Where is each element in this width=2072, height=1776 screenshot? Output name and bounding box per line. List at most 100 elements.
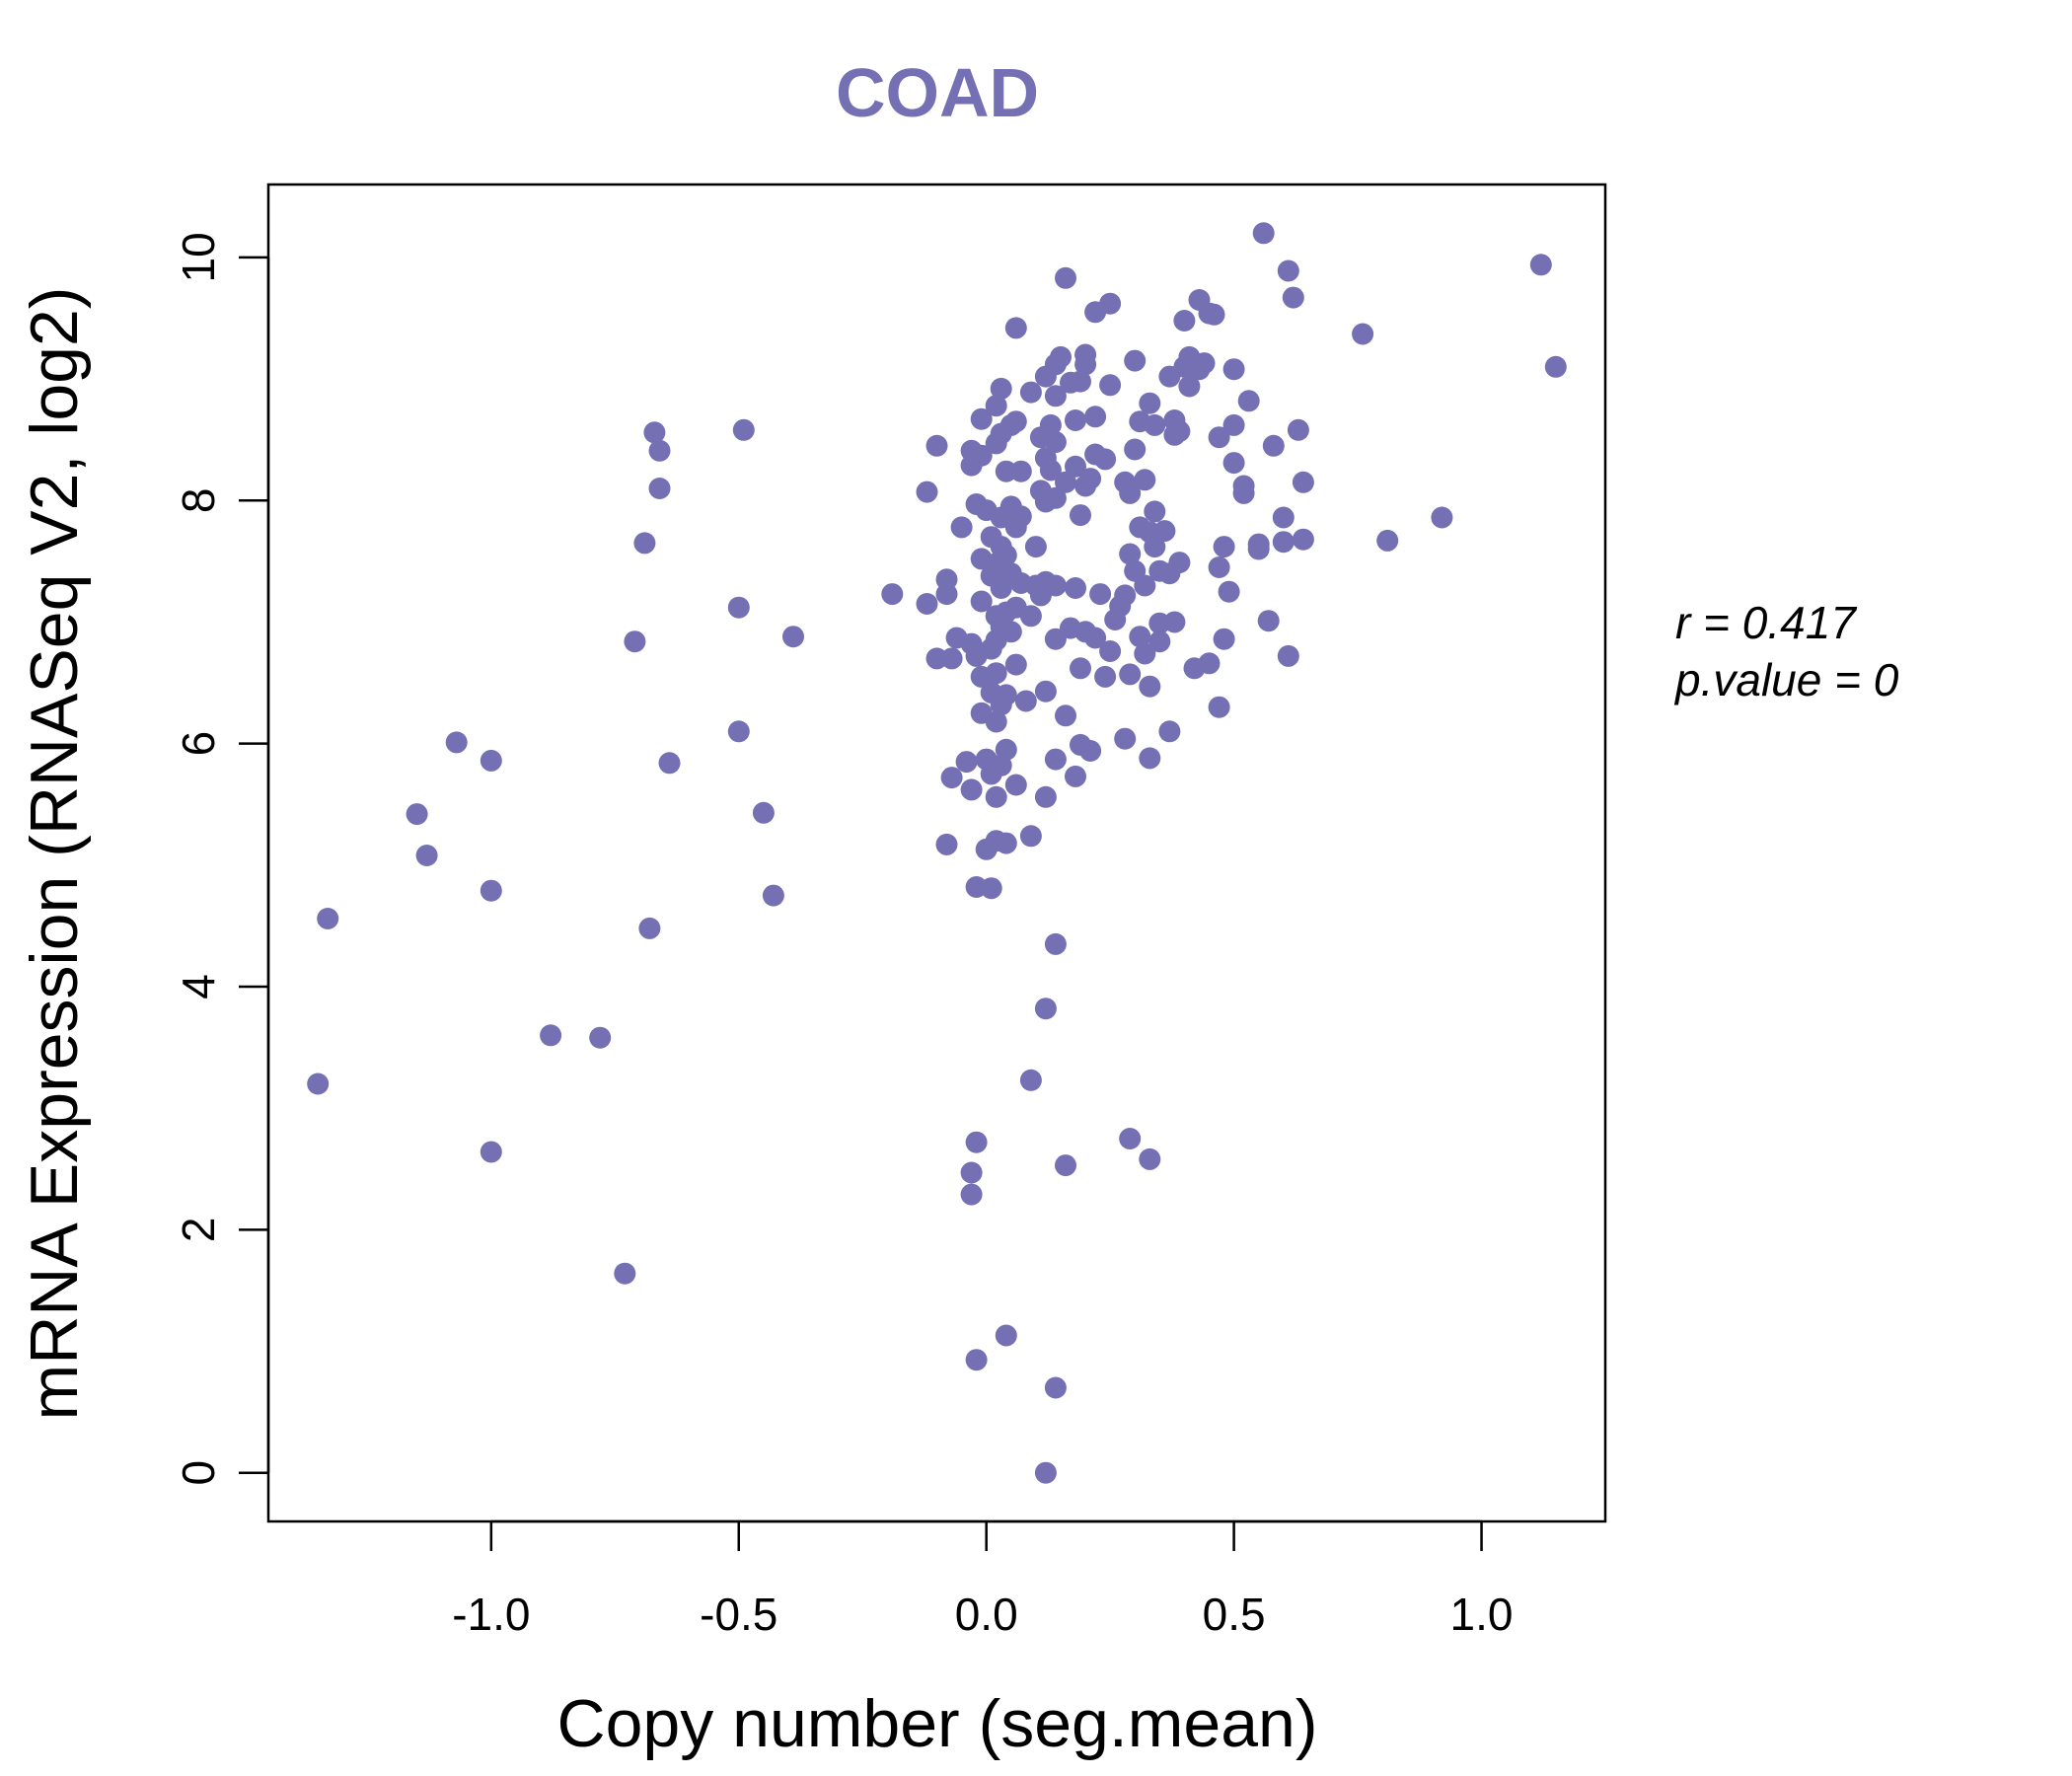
- scatter-point: [1148, 630, 1171, 653]
- scatter-point: [1257, 610, 1280, 632]
- scatter-point: [1119, 663, 1142, 686]
- scatter-point: [1153, 520, 1176, 543]
- scatter-point: [1163, 611, 1186, 633]
- scatter-point: [1213, 628, 1235, 650]
- scatter-point: [1544, 355, 1567, 378]
- scatter-point: [1044, 574, 1067, 597]
- scatter-point: [995, 684, 1017, 706]
- scatter-point: [1282, 286, 1304, 309]
- y-tick-label: 8: [173, 487, 224, 513]
- scatter-point: [1079, 468, 1102, 490]
- scatter-point: [1019, 605, 1042, 628]
- scatter-point: [1034, 680, 1057, 703]
- scatter-point: [1009, 505, 1032, 528]
- scatter-point: [1065, 409, 1086, 431]
- scatter-point: [1094, 665, 1117, 688]
- x-axis-label: Copy number (seg.mean): [556, 1686, 1317, 1761]
- scatter-point: [1431, 506, 1453, 529]
- scatter-point: [1039, 413, 1062, 436]
- scatter-point: [643, 421, 666, 444]
- scatter-point: [648, 439, 671, 462]
- scatter-point: [1070, 657, 1091, 680]
- x-tick-label: -1.0: [452, 1589, 530, 1640]
- chart-title: COAD: [836, 54, 1039, 131]
- scatter-point: [935, 583, 958, 606]
- y-tick-label: 6: [173, 731, 224, 757]
- scatter-point: [317, 908, 339, 929]
- y-tick-label: 4: [173, 974, 224, 999]
- scatter-point: [1004, 317, 1027, 339]
- scatter-point: [614, 1262, 636, 1285]
- scatter-point: [1292, 528, 1314, 551]
- x-tick-label: 0.0: [955, 1589, 1018, 1640]
- scatter-point: [1193, 352, 1216, 375]
- scatter-point: [1004, 774, 1027, 796]
- scatter-point: [1529, 254, 1552, 276]
- scatter-point: [995, 832, 1017, 854]
- scatter-point: [1247, 538, 1270, 560]
- scatter-point: [648, 478, 671, 499]
- scatter-point: [1044, 431, 1067, 454]
- scatter-point: [445, 731, 468, 754]
- scatter-point: [727, 720, 750, 743]
- scatter-point: [415, 845, 438, 866]
- scatter-point: [1099, 292, 1122, 315]
- scatter-point: [1114, 584, 1137, 607]
- scatter-point: [480, 1141, 502, 1163]
- scatter-point: [1014, 690, 1037, 712]
- scatter-point: [1019, 825, 1042, 848]
- scatter-point: [1119, 1128, 1142, 1149]
- scatter-point: [1218, 580, 1240, 603]
- scatter-point: [970, 590, 993, 613]
- scatter-point: [995, 738, 1017, 761]
- x-axis: -1.0 -0.5 0.0 0.5 1.0: [452, 1519, 1514, 1640]
- scatter-point: [1222, 358, 1245, 381]
- scatter-point: [1144, 536, 1166, 558]
- scatter-point: [1208, 426, 1230, 449]
- scatter-point: [762, 884, 784, 907]
- scatter-point: [990, 377, 1012, 400]
- scatter-point: [1213, 536, 1235, 558]
- scatter-point: [1124, 349, 1147, 372]
- scatter-point: [1272, 506, 1295, 529]
- scatter-point: [732, 418, 755, 441]
- scatter-point: [1277, 644, 1299, 667]
- scatter-point: [1237, 390, 1260, 412]
- scatter-point: [1287, 418, 1309, 441]
- scatter-point: [1065, 765, 1086, 787]
- scatter-point: [1034, 998, 1057, 1020]
- scatter-point: [1277, 259, 1299, 282]
- x-tick-label: 0.5: [1203, 1589, 1266, 1640]
- scatter-point: [1178, 375, 1201, 398]
- scatter-point: [480, 879, 502, 902]
- scatter-point: [1039, 459, 1062, 481]
- scatter-point: [995, 544, 1017, 566]
- p-value-label: p.value = 0: [1673, 654, 1899, 705]
- scatter-point: [1019, 1069, 1042, 1091]
- scatter-point: [480, 749, 502, 772]
- scatter-point: [1055, 704, 1076, 727]
- scatter-point: [1134, 574, 1156, 597]
- scatter-point: [940, 647, 963, 670]
- scatter-point: [1262, 434, 1285, 457]
- scatter-point: [1114, 727, 1137, 750]
- scatter-point: [1252, 222, 1275, 245]
- scatter-point: [985, 662, 1007, 685]
- scatter-point: [1044, 932, 1067, 955]
- correlation-label: r = 0.417: [1675, 597, 1857, 648]
- scatter-point: [925, 434, 948, 457]
- scatter-point: [1119, 543, 1142, 565]
- scatter-point: [1144, 413, 1166, 436]
- scatter-point: [1139, 675, 1161, 698]
- scatter-point: [881, 583, 904, 606]
- scatter-point: [658, 752, 681, 775]
- scatter-point: [624, 630, 646, 653]
- scatter-point: [1272, 531, 1295, 554]
- scatter-point: [1134, 642, 1156, 665]
- scatter-point: [1009, 460, 1032, 482]
- scatter-point: [1044, 748, 1067, 771]
- scatter-point: [782, 626, 804, 648]
- scatter-point: [1352, 323, 1374, 345]
- scatter-point: [1139, 392, 1161, 414]
